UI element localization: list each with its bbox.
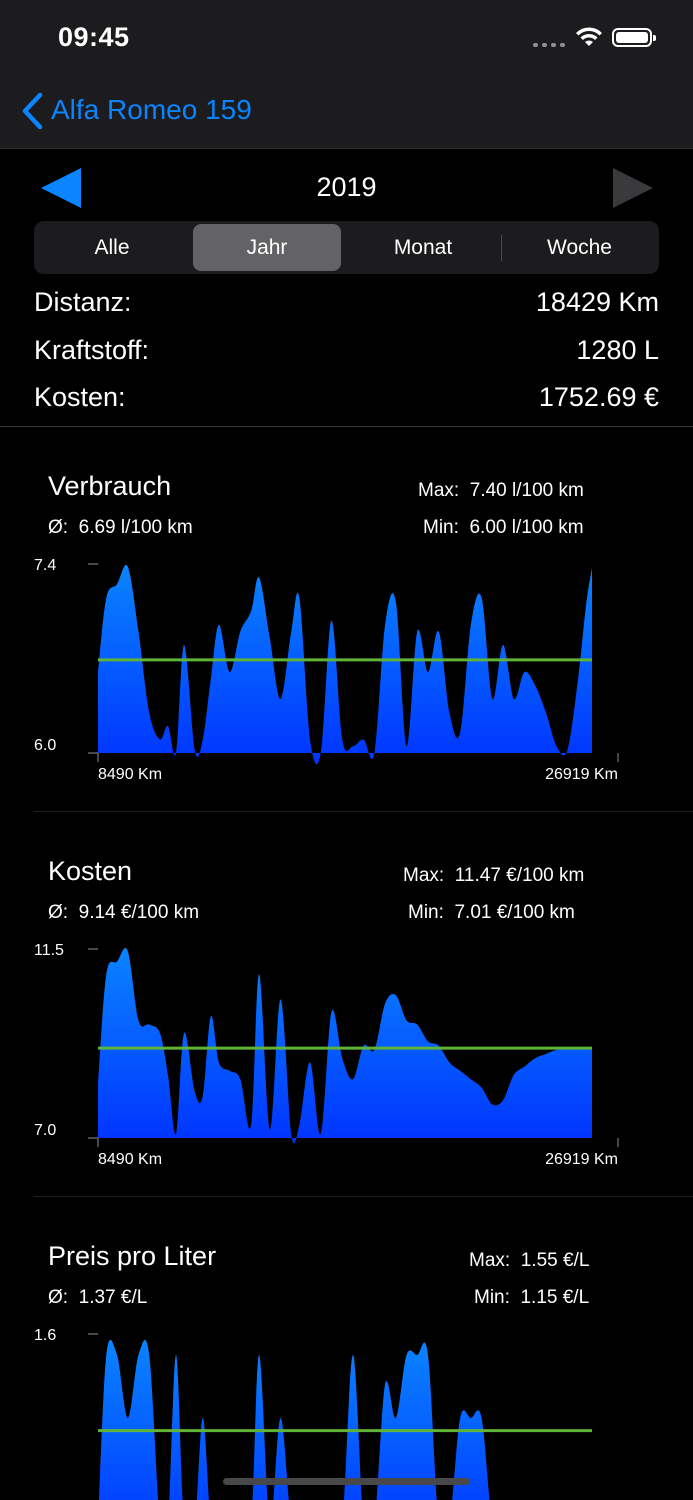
chevron-left-icon[interactable] — [20, 92, 44, 130]
verbrauch-chart: 7.4 6.0 8490 Km 26919 Km — [34, 557, 619, 783]
fuel-value: 1280 L — [576, 335, 659, 365]
area-series — [98, 564, 592, 765]
segment-divider — [501, 235, 502, 261]
fuel-label: Kraftstoff: — [34, 335, 150, 365]
summary-divider — [0, 426, 693, 427]
chart-title-verbrauch: Verbrauch — [48, 471, 172, 501]
battery-icon — [612, 28, 656, 47]
preis-average: Ø: 1.37 €/L — [48, 1287, 148, 1308]
chart-title-kosten: Kosten — [48, 856, 133, 886]
cost-label: Kosten: — [34, 382, 126, 412]
navigation-bar: Alfa Romeo 159 — [0, 80, 693, 149]
chart-title-preis-pro-liter: Preis pro Liter — [48, 1241, 217, 1271]
chart-divider — [34, 811, 693, 812]
y-tick-label-max: 1.6 — [34, 1327, 56, 1344]
kosten-average: Ø: 9.14 €/100 km — [48, 902, 200, 923]
area-series — [98, 948, 592, 1144]
cellular-signal-icon — [533, 43, 567, 47]
area-series — [98, 1339, 490, 1500]
status-bar: 09:45 — [0, 0, 693, 80]
chart-divider — [34, 1196, 693, 1197]
y-tick-label-min: 6.0 — [34, 737, 56, 754]
distance-label: Distanz: — [34, 287, 132, 317]
x-tick-label-max: 26919 Km — [545, 766, 618, 783]
year-label: 2019 — [316, 172, 377, 202]
kosten-max: Max: 11.47 €/100 km — [403, 865, 585, 886]
preis-min: Min: 1.15 €/L — [474, 1287, 590, 1308]
cost-value: 1752.69 € — [538, 382, 659, 412]
verbrauch-max: Max: 7.40 l/100 km — [418, 480, 584, 501]
status-time: 09:45 — [58, 22, 130, 52]
verbrauch-min: Min: 6.00 l/100 km — [423, 517, 584, 538]
y-tick-label-min: 7.0 — [34, 1122, 56, 1139]
verbrauch-average: Ø: 6.69 l/100 km — [48, 517, 193, 538]
kosten-min: Min: 7.01 €/100 km — [408, 902, 575, 923]
segment-monat[interactable]: Monat — [393, 236, 453, 259]
previous-year-button[interactable] — [40, 167, 82, 209]
y-tick-label-max: 11.5 — [34, 942, 64, 959]
wifi-icon — [576, 27, 602, 46]
segment-alle[interactable]: Alle — [94, 236, 130, 259]
distance-value: 18429 Km — [535, 287, 659, 317]
preis-pro-liter-chart: 1.6 — [34, 1327, 592, 1500]
x-tick-label-min: 8490 Km — [98, 766, 162, 783]
segment-woche[interactable]: Woche — [547, 236, 612, 259]
x-tick-label-min: 8490 Km — [98, 1151, 162, 1168]
period-segmented-control: Alle Jahr Monat Woche — [34, 221, 659, 274]
next-year-button[interactable] — [612, 167, 654, 209]
y-tick-label-max: 7.4 — [34, 557, 56, 574]
kosten-chart: 11.5 7.0 8490 Km 26919 Km — [34, 942, 619, 1168]
preis-max: Max: 1.55 €/L — [469, 1250, 590, 1271]
back-button[interactable]: Alfa Romeo 159 — [51, 94, 252, 125]
segment-jahr[interactable]: Jahr — [193, 224, 341, 271]
home-indicator — [223, 1478, 470, 1485]
x-tick-label-max: 26919 Km — [545, 1151, 618, 1168]
